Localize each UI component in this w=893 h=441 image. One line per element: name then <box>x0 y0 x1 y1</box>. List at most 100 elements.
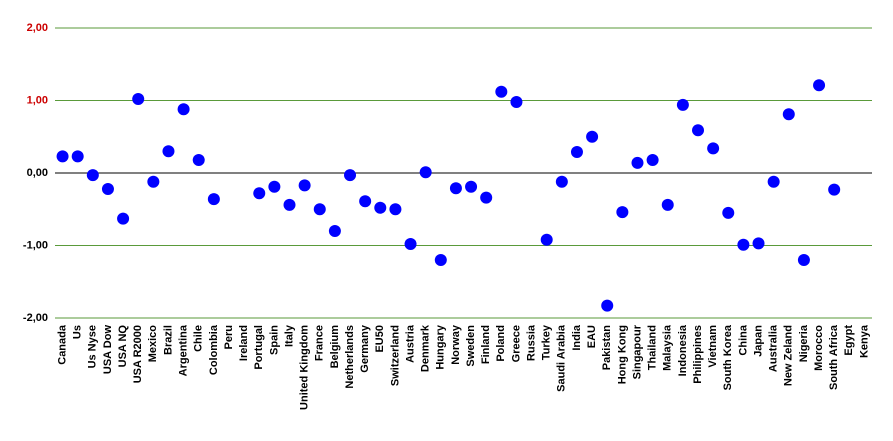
dot <box>253 187 266 200</box>
x-tick-label: Portugal <box>253 325 265 370</box>
dot <box>616 206 629 219</box>
dot <box>449 182 462 195</box>
dot <box>177 103 190 116</box>
dot <box>434 254 447 266</box>
x-tick-label: Pakistan <box>601 325 613 371</box>
dot <box>283 198 296 211</box>
dot <box>570 145 583 158</box>
dot <box>480 191 493 204</box>
x-tick-label: France <box>314 325 326 361</box>
x-tick-label: Peru <box>223 325 235 349</box>
x-tick-label: Spain <box>268 325 280 355</box>
dot <box>56 150 69 163</box>
x-tick-label: Canada <box>56 324 68 365</box>
x-tick-label: Malaysia <box>662 324 674 371</box>
x-tick-label: USA R2000 <box>132 325 144 383</box>
x-tick-label: Netherlands <box>344 325 356 389</box>
x-tick-label: Norway <box>450 324 462 365</box>
x-tick-label: Hungary <box>435 324 447 370</box>
dot <box>752 237 765 250</box>
dot <box>707 142 720 155</box>
x-tick-label: Denmark <box>420 324 432 372</box>
dot <box>495 85 508 98</box>
x-tick-label: Vietnam <box>707 325 719 368</box>
dot <box>586 130 599 143</box>
x-tick-label: South Africa <box>828 324 840 390</box>
dot <box>298 179 311 192</box>
x-tick-label: China <box>737 324 749 355</box>
x-tick-label: Sweden <box>465 325 477 367</box>
dot <box>797 254 810 266</box>
x-tick-label: Australia <box>768 324 780 372</box>
dot <box>268 180 281 193</box>
dot <box>722 206 735 219</box>
dot <box>344 169 357 182</box>
x-tick-label: Mexico <box>147 325 159 363</box>
x-tick-label: EU50 <box>374 325 386 353</box>
x-tick-label: Finland <box>480 325 492 364</box>
x-tick-label: Ireland <box>238 325 250 361</box>
dot <box>465 180 478 193</box>
x-tick-label: New Zeland <box>783 325 795 386</box>
dot <box>661 198 674 211</box>
dot <box>676 98 689 111</box>
dot <box>419 166 432 179</box>
x-tick-label: Thailand <box>647 325 659 370</box>
y-tick-label: 0,00 <box>27 167 48 179</box>
y-tick-label: -2,00 <box>23 312 48 324</box>
dot <box>555 175 568 188</box>
x-tick-label: United Kingdom <box>299 325 311 410</box>
dot <box>404 238 417 251</box>
x-tick-label: Indonesia <box>677 324 689 376</box>
x-tick-label: Philippines <box>692 325 704 384</box>
x-tick-label: India <box>571 324 583 351</box>
x-tick-label: Poland <box>495 325 507 362</box>
x-tick-label: Brazil <box>162 325 174 355</box>
dot <box>631 156 644 169</box>
dot <box>207 193 220 206</box>
x-tick-label: EAU <box>586 325 598 348</box>
x-tick-label: Japan <box>752 325 764 357</box>
dot <box>737 238 750 251</box>
x-tick-label: Hong Kong <box>616 325 628 384</box>
dot <box>117 212 130 225</box>
y-tick-label: -1,00 <box>23 239 48 251</box>
x-tick-label: USA NQ <box>117 325 129 368</box>
x-tick-label: South Korea <box>722 324 734 390</box>
dot <box>101 182 114 195</box>
x-tick-label: Turkey <box>541 324 553 360</box>
dot <box>192 153 205 166</box>
dot <box>162 145 175 158</box>
dot <box>147 175 160 188</box>
x-tick-label: Belgium <box>329 325 341 369</box>
x-tick-label: Greece <box>510 325 522 362</box>
dot <box>389 203 402 216</box>
x-tick-label: Colombia <box>208 324 220 375</box>
x-tick-label: Germany <box>359 324 371 373</box>
dot <box>328 225 341 237</box>
dot <box>646 153 659 166</box>
dot <box>374 201 387 214</box>
dot <box>359 195 372 208</box>
x-tick-label: Chile <box>193 325 205 352</box>
x-tick-label: Egypt <box>843 325 855 356</box>
x-tick-label: Us Nyse <box>87 325 99 368</box>
x-tick-label: Switzerland <box>389 325 401 386</box>
y-tick-label: 2,00 <box>27 22 48 34</box>
dot <box>828 183 841 196</box>
dot <box>782 108 795 121</box>
x-tick-label: Nigeria <box>798 324 810 362</box>
x-tick-label: Us <box>72 325 84 339</box>
dot <box>86 169 99 182</box>
dot <box>692 124 705 137</box>
dot <box>313 203 326 216</box>
dot <box>540 233 553 246</box>
x-tick-label: USA Dow <box>102 325 114 375</box>
dot <box>601 299 614 312</box>
dot <box>71 150 84 163</box>
x-tick-label: Singapour <box>631 324 643 379</box>
dot <box>813 79 826 92</box>
x-tick-label: Kenya <box>858 324 870 358</box>
dot <box>767 175 780 188</box>
